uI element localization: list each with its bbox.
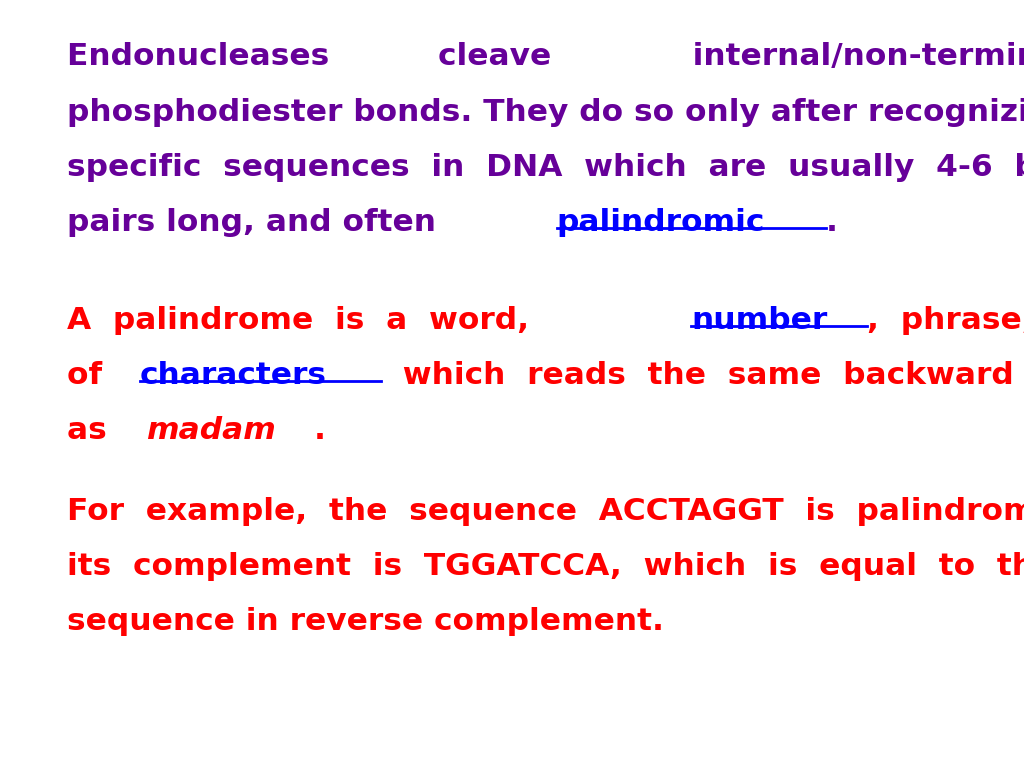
Text: characters: characters — [140, 361, 327, 390]
Text: .: . — [825, 208, 838, 237]
Text: .: . — [313, 416, 326, 445]
Text: which  reads  the  same  backward  as  forward,  such: which reads the same backward as forward… — [381, 361, 1024, 390]
Text: Endonucleases          cleave             internal/non-terminal: Endonucleases cleave internal/non-termin… — [67, 42, 1024, 71]
Text: A  palindrome  is  a  word,: A palindrome is a word, — [67, 306, 551, 335]
Text: its  complement  is  TGGATCCA,  which  is  equal  to  the  original: its complement is TGGATCCA, which is equ… — [67, 552, 1024, 581]
Text: madam: madam — [145, 416, 275, 445]
Text: palindromic: palindromic — [557, 208, 765, 237]
Text: sequence in reverse complement.: sequence in reverse complement. — [67, 607, 664, 637]
Text: number: number — [691, 306, 827, 335]
Text: phosphodiester bonds. They do so only after recognizing: phosphodiester bonds. They do so only af… — [67, 98, 1024, 127]
Text: ,  phrase,  or  other  sequence: , phrase, or other sequence — [866, 306, 1024, 335]
Text: as: as — [67, 416, 128, 445]
Text: pairs long, and often: pairs long, and often — [67, 208, 446, 237]
Text: specific  sequences  in  DNA  which  are  usually  4-6  base: specific sequences in DNA which are usua… — [67, 153, 1024, 182]
Text: For  example,  the  sequence  ACCTAGGT  is  palindromic  because: For example, the sequence ACCTAGGT is pa… — [67, 497, 1024, 526]
Text: of: of — [67, 361, 124, 390]
